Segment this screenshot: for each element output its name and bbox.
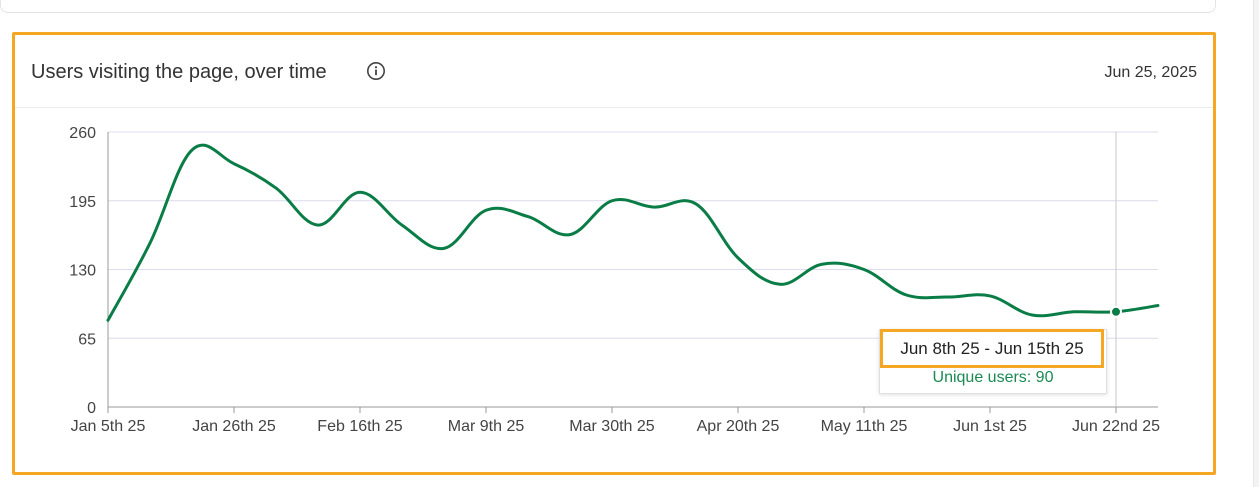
card-date: Jun 25, 2025 bbox=[1104, 64, 1197, 81]
series-line bbox=[106, 143, 1160, 322]
x-tick-label: May 11th 25 bbox=[821, 418, 908, 435]
x-tick-label: Apr 20th 25 bbox=[697, 418, 780, 435]
scrollbar-edge[interactable] bbox=[1253, 0, 1259, 487]
previous-card-edge bbox=[0, 0, 1216, 13]
y-tick-label: 130 bbox=[69, 263, 96, 280]
x-tick-label: Jan 26th 25 bbox=[192, 418, 276, 435]
x-tick-label: Jun 1st 25 bbox=[953, 418, 1027, 435]
x-tick-label: Jan 5th 25 bbox=[71, 418, 146, 435]
highlighted-point bbox=[1110, 305, 1122, 318]
x-tick-label: Mar 9th 25 bbox=[448, 418, 525, 435]
y-tick-label: 65 bbox=[78, 331, 96, 348]
y-tick-label: 195 bbox=[69, 194, 96, 211]
x-tick-label: Mar 30th 25 bbox=[569, 418, 654, 435]
card-header: Users visiting the page, over time Jun 2… bbox=[15, 35, 1213, 108]
tooltip-value: Unique users: 90 bbox=[932, 369, 1054, 386]
x-tick-label: Feb 16th 25 bbox=[317, 418, 403, 435]
users-over-time-card: Users visiting the page, over time Jun 2… bbox=[12, 32, 1216, 475]
chart-tooltip: Jun 8th 25 - Jun 15th 25 Unique users: 9… bbox=[879, 329, 1107, 394]
x-tick-label: Jun 22nd 25 bbox=[1072, 418, 1160, 435]
card-title: Users visiting the page, over time bbox=[31, 61, 327, 83]
tooltip-date-range: Jun 8th 25 - Jun 15th 25 bbox=[880, 329, 1104, 368]
info-icon[interactable] bbox=[366, 61, 386, 81]
line-chart: 0 65 130 195 260 Jan 5th 25 Jan 26th 25 Feb 16t… bbox=[69, 125, 1160, 435]
y-tick-label: 260 bbox=[69, 125, 96, 142]
y-tick-label: 0 bbox=[87, 400, 96, 417]
